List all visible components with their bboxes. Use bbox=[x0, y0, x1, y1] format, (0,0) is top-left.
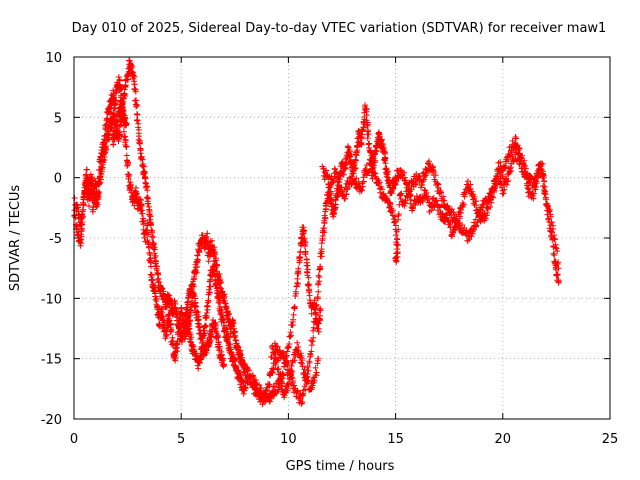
x-tick-label-15: 15 bbox=[387, 432, 404, 447]
x-tick-label-20: 20 bbox=[495, 432, 512, 447]
y-tick-label-5: 5 bbox=[54, 111, 62, 126]
y-tick-label-10: 10 bbox=[45, 51, 62, 66]
y-tick-label--10: -10 bbox=[41, 292, 62, 307]
x-tick-label-10: 10 bbox=[280, 432, 297, 447]
y-tick-label--15: -15 bbox=[41, 353, 62, 368]
chart-title: Day 010 of 2025, Sidereal Day-to-day VTE… bbox=[72, 21, 607, 36]
x-tick-label-0: 0 bbox=[70, 432, 78, 447]
axis-tick-labels: 0 5 10 15 20 25 -20 -15 -10 -5 0 5 10 bbox=[41, 51, 619, 447]
y-tick-label--5: -5 bbox=[49, 232, 62, 247]
y-axis-label: SDTVAR / TECUs bbox=[8, 185, 23, 292]
x-tick-label-5: 5 bbox=[177, 432, 185, 447]
grid-lines bbox=[74, 57, 610, 419]
y-tick-label-0: 0 bbox=[54, 172, 62, 187]
y-tick-label--20: -20 bbox=[41, 413, 62, 428]
x-tick-label-25: 25 bbox=[602, 432, 619, 447]
x-axis-label: GPS time / hours bbox=[286, 459, 395, 474]
plot-frame bbox=[73, 56, 611, 420]
